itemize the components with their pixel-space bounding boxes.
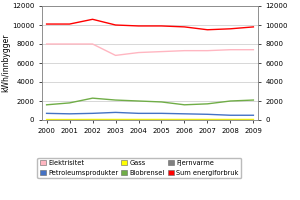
Legend: Elektrisitet, Petroleumsprodukter, Gass, Biobrensel, Fjernvarme, Sum energiforbr: Elektrisitet, Petroleumsprodukter, Gass,… <box>37 158 241 178</box>
Y-axis label: kWh/innbygger: kWh/innbygger <box>2 34 10 92</box>
